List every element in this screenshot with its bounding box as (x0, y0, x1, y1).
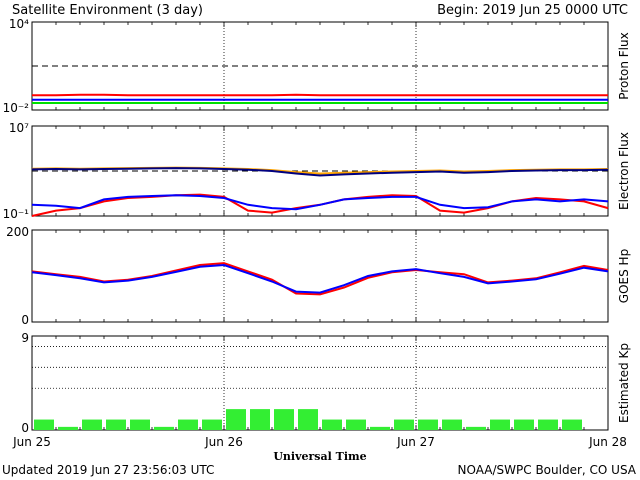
kp-bar (490, 419, 510, 430)
kp-bar (202, 419, 222, 430)
x-axis: Jun 25 Jun 26 Jun 27 Jun 28 (12, 435, 627, 449)
kp-bar (154, 426, 174, 430)
kp-bar (442, 419, 462, 430)
panel-frame (31, 229, 609, 323)
kp-bar (418, 419, 438, 430)
x-tick-label: Jun 27 (396, 435, 435, 449)
panel-frame (31, 335, 609, 431)
kp-bar (274, 409, 294, 430)
series-line-low_energy_2 (31, 167, 609, 177)
y-axis-label: GOES Hp (617, 249, 631, 303)
series-line-goes_a (31, 262, 609, 296)
panels: 10⁴ 10⁻² Proton Flux 10⁷ 10⁻¹ Electron Flux 20… (3, 17, 631, 435)
kp-bar (58, 426, 78, 430)
kp-bar (514, 419, 534, 430)
panel-frame (31, 21, 609, 111)
x-tick-label: Jun 28 (588, 435, 627, 449)
y-tick-label: 10⁴ (9, 17, 29, 31)
y-tick-label: 10⁻² (3, 101, 30, 115)
x-axis-label: Universal Time (273, 450, 366, 463)
y-tick-label: 10⁷ (9, 121, 29, 135)
y-tick-label: 9 (21, 331, 29, 345)
kp-bar (322, 419, 342, 430)
panel-3: 200 0 GOES Hp (6, 225, 631, 327)
kp-bar (106, 419, 126, 430)
kp-bar (178, 419, 198, 430)
panel-1: 10⁴ 10⁻² Proton Flux (3, 17, 631, 115)
series-line-goes_b (31, 263, 609, 294)
kp-bar (538, 419, 558, 430)
kp-bar (370, 426, 390, 430)
y-tick-label: 200 (6, 225, 29, 239)
kp-bar (34, 419, 54, 430)
y-axis-label: Electron Flux (617, 132, 631, 210)
kp-bar (394, 419, 414, 430)
kp-bar (250, 409, 270, 430)
y-tick-label: 10⁻¹ (3, 207, 30, 221)
y-axis-label: Proton Flux (617, 32, 631, 99)
kp-bar (130, 419, 150, 430)
kp-bar (466, 426, 486, 430)
x-tick-label: Jun 26 (204, 435, 243, 449)
chart-title: Satellite Environment (3 day) (12, 3, 203, 18)
kp-bar (562, 419, 582, 430)
kp-bar (298, 409, 318, 430)
kp-bar (346, 419, 366, 430)
credit: NOAA/SWPC Boulder, CO USA (458, 463, 637, 477)
kp-bar (82, 419, 102, 430)
updated-time: Updated 2019 Jun 27 23:56:03 UTC (2, 463, 214, 477)
panel-4: 9 0 Estimated Kp (21, 331, 631, 435)
x-tick-label: Jun 25 (12, 435, 51, 449)
kp-bar (226, 409, 246, 430)
y-axis-label: Estimated Kp (617, 343, 631, 423)
y-tick-label: 0 (21, 421, 29, 435)
panel-2: 10⁷ 10⁻¹ Electron Flux (3, 121, 631, 221)
begin-time: Begin: 2019 Jun 25 0000 UTC (437, 3, 628, 18)
series-line-high (32, 93, 608, 97)
y-tick-label: 0 (21, 313, 29, 327)
series-line-high_energy_2 (31, 194, 609, 211)
